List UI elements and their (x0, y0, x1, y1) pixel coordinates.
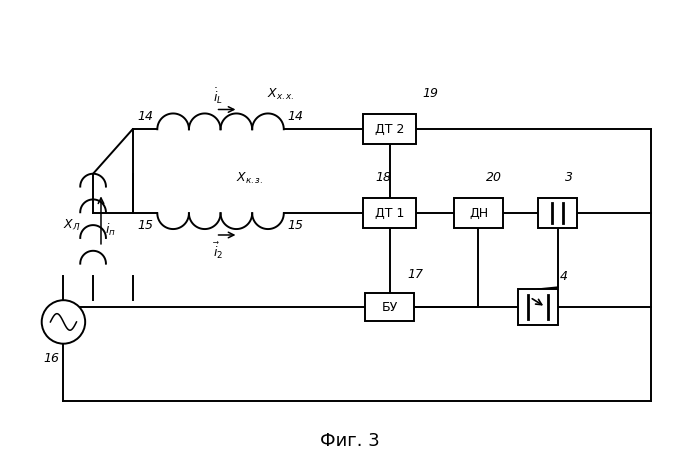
Text: ДТ 2: ДТ 2 (374, 123, 404, 136)
Text: 4: 4 (559, 271, 568, 284)
Text: $\vec{i}_2$: $\vec{i}_2$ (213, 241, 223, 261)
Bar (518, 289, 557, 325)
Text: $X_Л$: $X_Л$ (62, 218, 80, 232)
Text: 20: 20 (486, 171, 503, 183)
Bar (454, 198, 503, 228)
Text: $X_{к.з.}$: $X_{к.з.}$ (236, 170, 262, 186)
Text: 18: 18 (376, 171, 392, 183)
Text: 14: 14 (288, 110, 304, 124)
Text: 17: 17 (407, 269, 424, 281)
Text: $\dot{i}_L$: $\dot{i}_L$ (213, 86, 223, 106)
Text: 15: 15 (288, 219, 304, 232)
Circle shape (42, 300, 85, 344)
Text: Фиг. 3: Фиг. 3 (320, 431, 380, 450)
Bar (538, 198, 578, 228)
Bar (363, 198, 416, 228)
Bar (365, 293, 414, 321)
Text: $X_{х.х.}$: $X_{х.х.}$ (267, 87, 295, 102)
Text: 15: 15 (138, 219, 153, 232)
Text: 14: 14 (138, 110, 153, 124)
Text: 3: 3 (566, 171, 573, 183)
Text: ДТ 1: ДТ 1 (374, 207, 404, 220)
Text: 19: 19 (422, 87, 438, 100)
Text: $i_п$: $i_п$ (105, 222, 116, 238)
Bar (363, 115, 416, 144)
Text: ДН: ДН (469, 207, 488, 220)
Text: 16: 16 (43, 351, 60, 365)
Text: БУ: БУ (382, 300, 398, 314)
